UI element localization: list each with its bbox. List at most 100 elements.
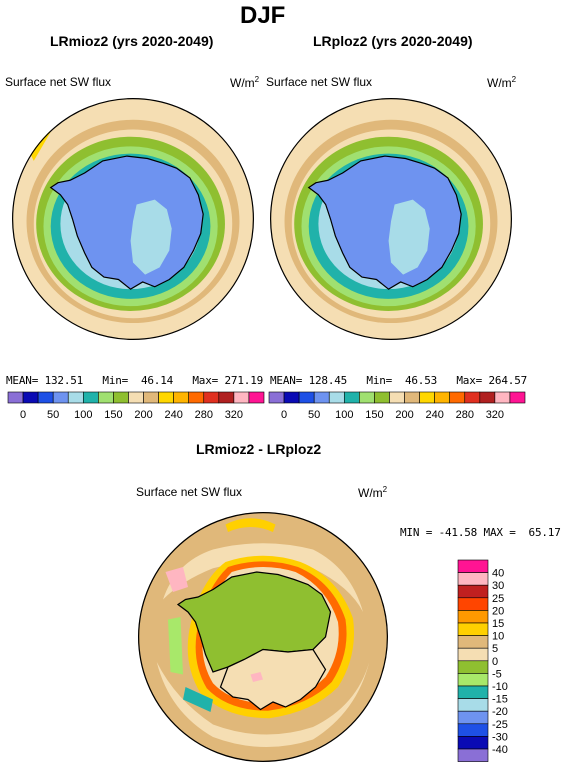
- colorbar-swatch: [389, 391, 405, 404]
- colorbar-swatch: [374, 391, 390, 404]
- colorbar-tick-label: 50: [47, 409, 59, 421]
- colorbar-tick-label: -10: [492, 681, 508, 693]
- map-diff: [138, 512, 388, 762]
- colorbar-swatch: [404, 391, 420, 404]
- colorbar-swatch: [188, 391, 205, 404]
- colorbar-swatch: [479, 391, 496, 404]
- diff-units: W/m2: [358, 485, 388, 500]
- colorbar-swatch: [343, 391, 360, 404]
- colorbar-tick-label: 25: [492, 593, 504, 605]
- diff-title: LRmioz2 - LRploz2: [196, 441, 322, 457]
- map-left: [12, 98, 254, 340]
- panel-left-variable: Surface net SW flux: [5, 75, 112, 89]
- colorbar-swatch: [158, 391, 174, 404]
- colorbar-tick-label: 0: [281, 409, 287, 421]
- colorbar-tick-label: 150: [104, 409, 122, 421]
- colorbar-tick-label: -30: [492, 731, 508, 743]
- colorbar-swatch: [419, 391, 435, 404]
- colorbar-swatch: [233, 391, 250, 404]
- colorbar-tick-label: 0: [20, 409, 26, 421]
- colorbar-tick-label: -25: [492, 719, 508, 731]
- colorbar-tick-label: 280: [456, 409, 474, 421]
- colorbar-tick-label: 320: [486, 409, 504, 421]
- colorbar-tick-label: -40: [492, 744, 508, 756]
- colorbar-swatch: [113, 391, 129, 404]
- diff-variable: Surface net SW flux: [136, 485, 243, 499]
- colorbar-tick-label: 30: [492, 580, 504, 592]
- colorbar-swatch: [22, 391, 39, 404]
- colorbar-tick-label: 240: [164, 409, 182, 421]
- panel-right-stats: MEAN= 128.45 Min= 46.53 Max= 264.57: [270, 374, 528, 387]
- colorbar-swatch: [457, 673, 489, 687]
- colorbar-tick-label: 5: [492, 643, 498, 655]
- colorbar-tick-label: 200: [134, 409, 152, 421]
- colorbar-swatch: [268, 391, 285, 404]
- colorbar-swatch: [298, 391, 315, 404]
- colorbar-left: 0 50 100 150 200 240 280 320: [7, 391, 265, 421]
- colorbar-swatch: [494, 391, 511, 404]
- colorbar-tick-label: 0: [492, 656, 498, 668]
- colorbar-swatch: [52, 391, 69, 404]
- colorbar-swatch: [457, 736, 489, 750]
- colorbar-swatch: [509, 391, 526, 404]
- colorbar-swatch: [37, 391, 54, 404]
- colorbar-swatch: [449, 391, 466, 404]
- colorbar-swatch: [464, 391, 481, 404]
- panel-right-title: LRploz2 (yrs 2020-2049): [313, 33, 473, 49]
- colorbar-swatch: [98, 391, 114, 404]
- panel-right-variable: Surface net SW flux: [266, 75, 373, 89]
- colorbar-swatch: [218, 391, 235, 404]
- colorbar-swatch: [457, 572, 489, 586]
- colorbar-swatch: [173, 391, 190, 404]
- colorbar-tick-label: 100: [335, 409, 353, 421]
- diff-stats: MIN = -41.58 MAX = 65.17: [400, 526, 561, 539]
- colorbar-tick-label: 320: [225, 409, 243, 421]
- colorbar-tick-label: 200: [395, 409, 413, 421]
- colorbar-swatch: [457, 622, 489, 636]
- panel-right-units: W/m2: [487, 75, 517, 90]
- colorbar-swatch: [457, 698, 489, 712]
- colorbar-swatch: [82, 391, 99, 404]
- colorbar-swatch: [457, 610, 489, 624]
- colorbar-swatch: [248, 391, 265, 404]
- colorbar-tick-label: 10: [492, 631, 504, 643]
- colorbar-swatch: [283, 391, 300, 404]
- colorbar-tick-label: 20: [492, 605, 504, 617]
- colorbar-tick-label: 240: [425, 409, 443, 421]
- colorbar-swatch: [457, 685, 489, 699]
- colorbar-swatch: [457, 597, 489, 611]
- colorbar-swatch: [143, 391, 159, 404]
- colorbar-tick-label: -20: [492, 706, 508, 718]
- colorbar-tick-label: 15: [492, 618, 504, 630]
- colorbar-swatch: [67, 391, 84, 404]
- colorbar-swatch: [359, 391, 375, 404]
- colorbar-swatch: [457, 710, 489, 725]
- colorbar-swatch: [457, 723, 489, 737]
- colorbar-swatch: [457, 635, 489, 649]
- colorbar-right: 0 50 100 150 200 240 280 320: [268, 391, 526, 421]
- colorbar-swatch: [457, 647, 489, 662]
- page-title: DJF: [240, 2, 286, 29]
- colorbar-swatch: [457, 748, 489, 762]
- colorbar-swatch: [7, 391, 24, 404]
- panel-left-units: W/m2: [230, 75, 260, 90]
- colorbar-swatch: [328, 391, 345, 404]
- panel-left-title: LRmioz2 (yrs 2020-2049): [50, 33, 214, 49]
- colorbar-swatch: [457, 559, 489, 573]
- colorbar-swatch: [457, 584, 489, 599]
- colorbar-tick-label: 40: [492, 568, 504, 580]
- colorbar-swatch: [203, 391, 220, 404]
- map-right: [270, 98, 512, 340]
- colorbar-tick-label: 50: [308, 409, 320, 421]
- colorbar-swatch: [457, 660, 489, 674]
- colorbar-tick-label: 280: [195, 409, 213, 421]
- colorbar-tick-label: -5: [492, 668, 502, 680]
- colorbar-swatch: [313, 391, 330, 404]
- colorbar-swatch: [434, 391, 451, 404]
- colorbar-tick-label: 150: [365, 409, 383, 421]
- colorbar-tick-label: 100: [74, 409, 92, 421]
- panel-left-stats: MEAN= 132.51 Min= 46.14 Max= 271.19: [6, 374, 264, 387]
- colorbar-swatch: [128, 391, 144, 404]
- colorbar-tick-label: -15: [492, 694, 508, 706]
